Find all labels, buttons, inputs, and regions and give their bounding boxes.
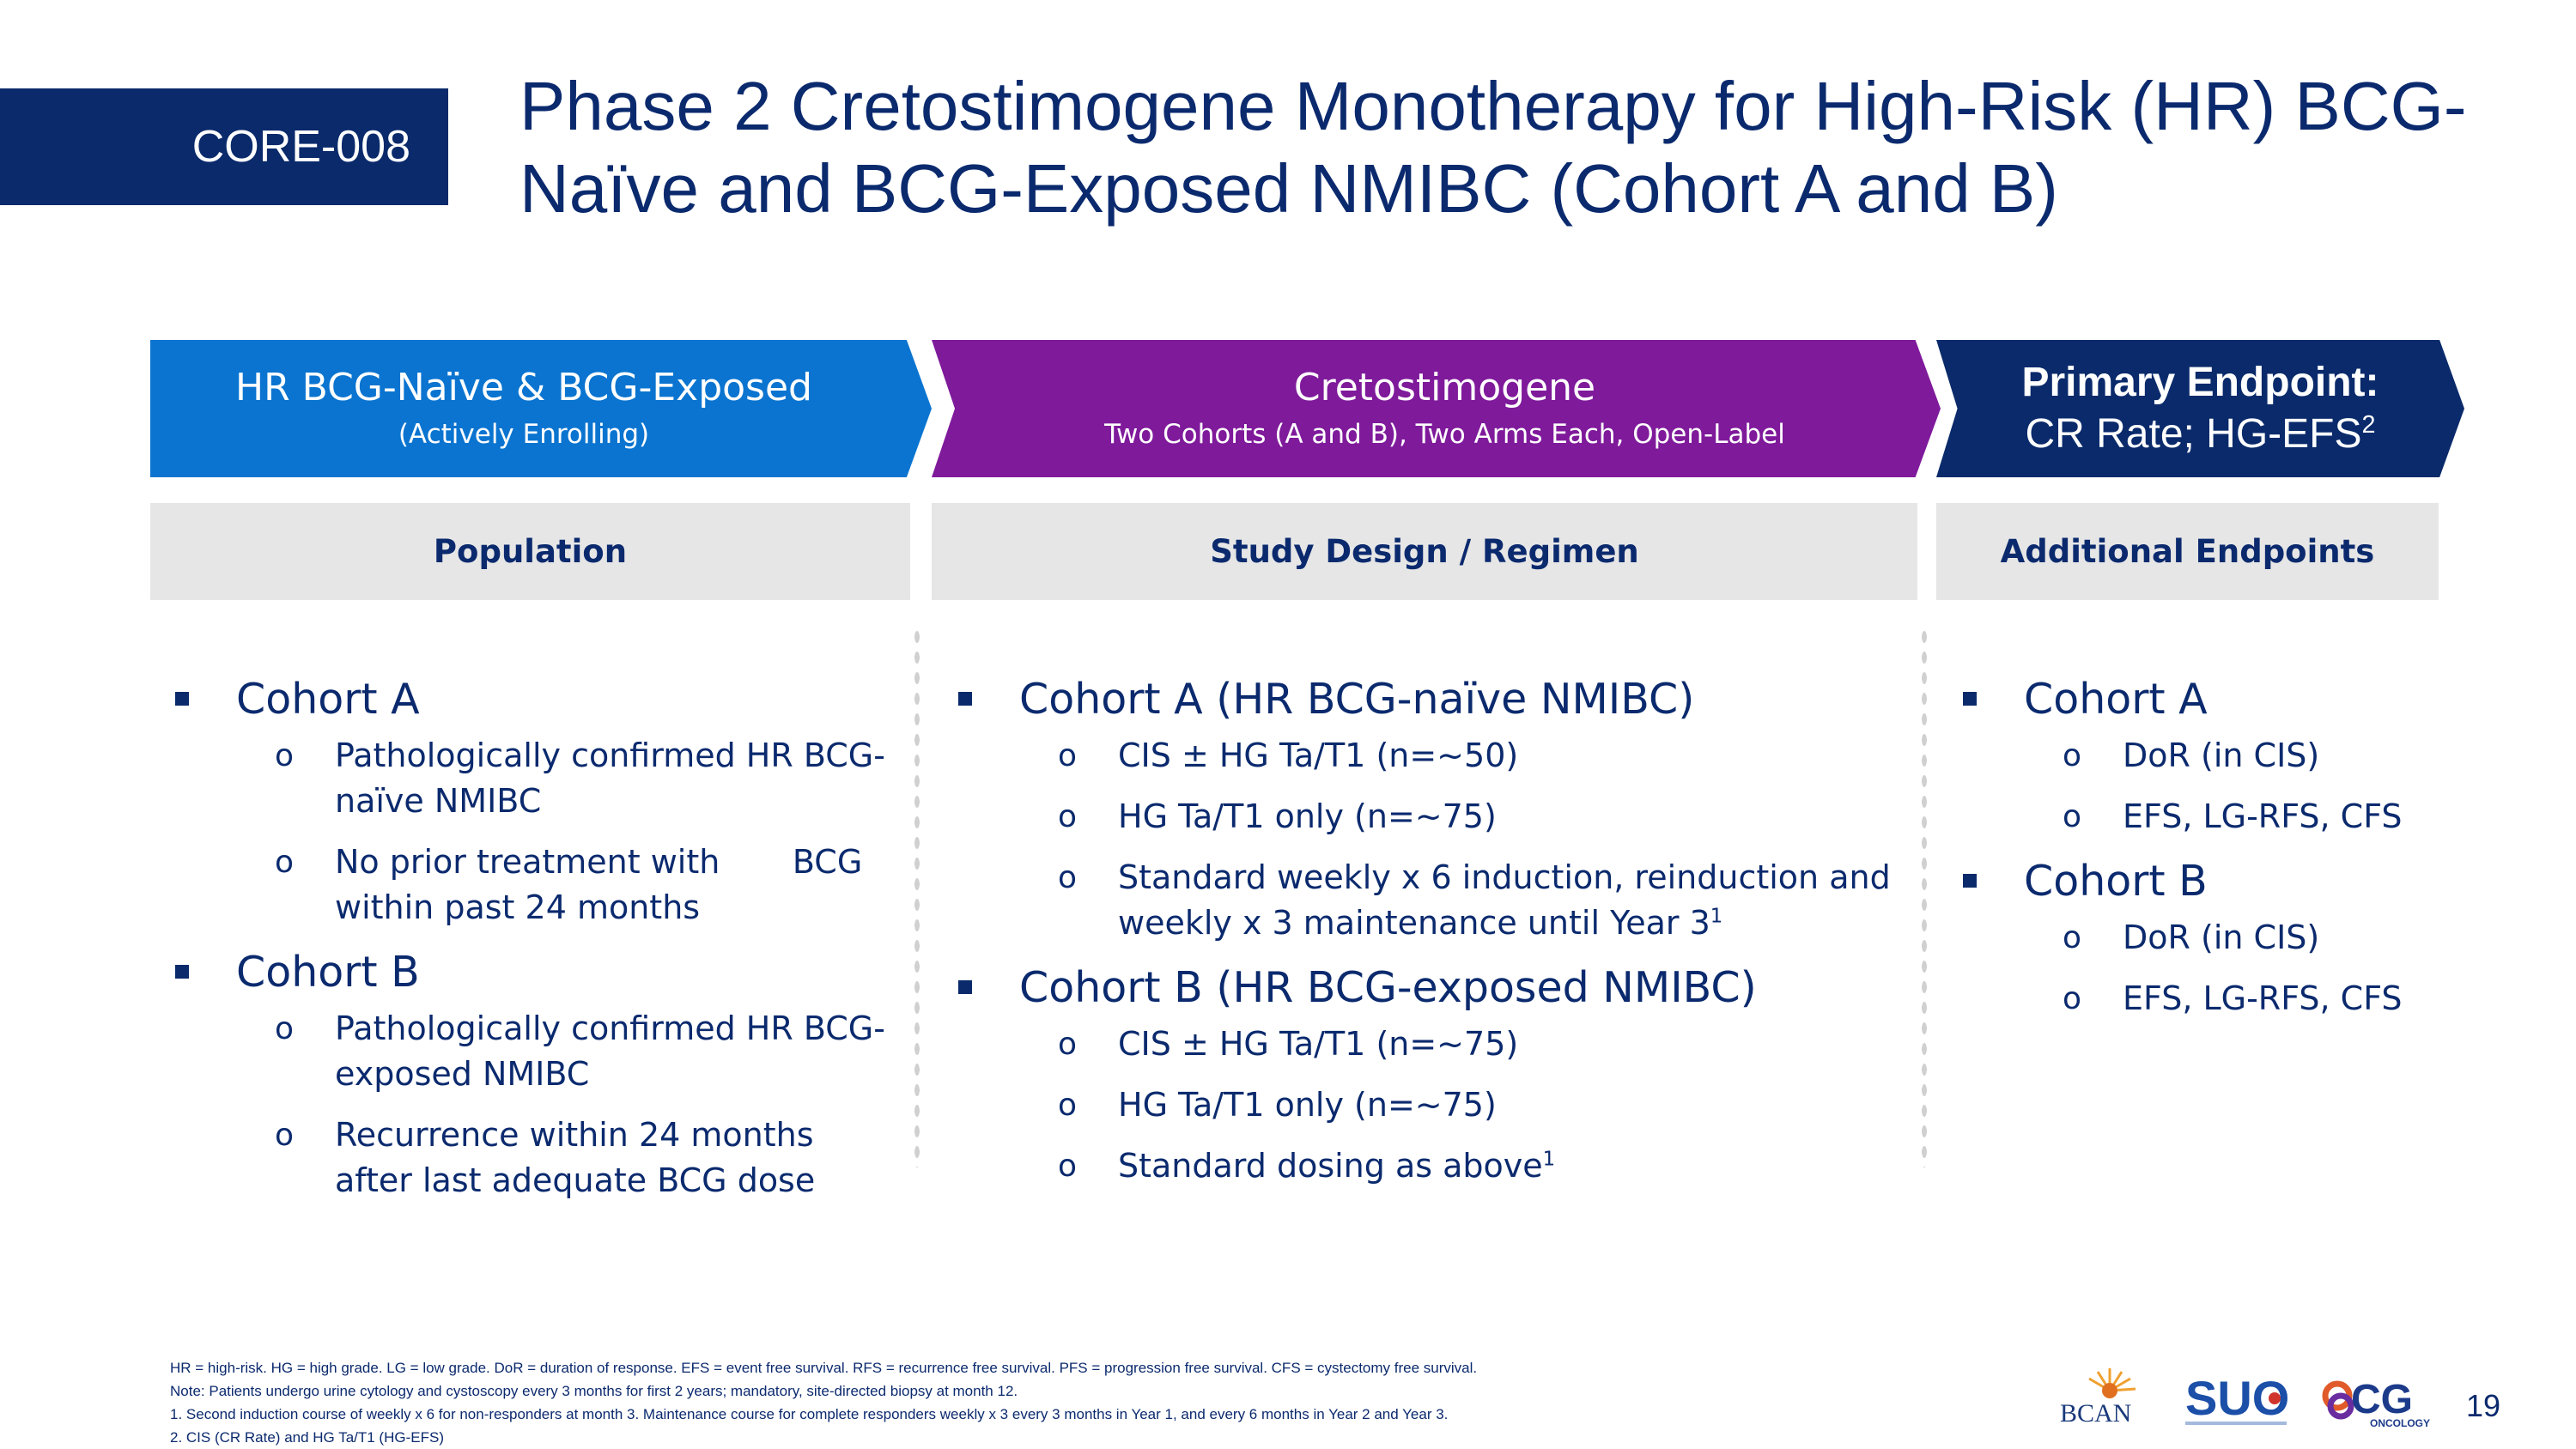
list-item: Cohort A (155, 673, 893, 726)
list-subitem: DoR (in CIS) (1942, 733, 2475, 779)
section-design-label: Study Design / Regimen (1210, 533, 1639, 570)
list-subitem: EFS, LG-RFS, CFS (1942, 976, 2475, 1022)
treatment-chevron: Cretostimogene Two Cohorts (A and B), Tw… (932, 340, 1941, 477)
section-endpoints: Additional Endpoints (1936, 503, 2439, 600)
list-item: Cohort B (155, 946, 893, 999)
column-divider (913, 627, 921, 1167)
bcan-logo: BCAN (2057, 1365, 2155, 1434)
list-item: Cohort B (1942, 855, 2475, 908)
footnote-line: 1. Second induction course of weekly x 6… (170, 1406, 1449, 1422)
study-tag: CORE-008 (0, 88, 448, 205)
endpoint-footnote-ref: 2 (2361, 411, 2376, 439)
list-subitem: Recurrence within 24 months after last a… (155, 1113, 893, 1203)
section-population-label: Population (433, 533, 628, 570)
title-line-1: Phase 2 Cretostimogene Monotherapy for H… (519, 68, 2467, 144)
list-subitem: Standard weekly x 6 induction, reinducti… (938, 855, 1917, 946)
list-subitem: EFS, LG-RFS, CFS (1942, 794, 2475, 840)
population-list: Cohort A Pathologically confirmed HR BCG… (155, 661, 893, 1219)
list-subitem: Standard dosing as above1 (938, 1143, 1917, 1189)
list-subitem: CIS ± HG Ta/T1 (n=~50) (938, 733, 1917, 779)
endpoint-chevron-sub-text: CR Rate; HG-EFS (2025, 411, 2362, 457)
footnotes: HR = high-risk. HG = high grade. LG = lo… (170, 1356, 1973, 1449)
footnote-ref: 1 (1710, 905, 1723, 928)
footnote-line: HR = high-risk. HG = high grade. LG = lo… (170, 1360, 1478, 1376)
list-subitem: CIS ± HG Ta/T1 (n=~75) (938, 1022, 1917, 1067)
list-item: Cohort A (HR BCG-naïve NMIBC) (938, 673, 1917, 726)
endpoint-chevron-sub: CR Rate; HG-EFS2 (2025, 409, 2375, 460)
endpoint-chevron-title: Primary Endpoint: (2021, 360, 2379, 405)
page-number: 19 (2466, 1388, 2501, 1423)
list-subitem-text: Standard dosing as above (1118, 1147, 1543, 1185)
endpoints-list: Cohort A DoR (in CIS) EFS, LG-RFS, CFS C… (1942, 661, 2475, 1037)
list-item: Cohort B (HR BCG-exposed NMIBC) (938, 961, 1917, 1015)
cg-logo-subtext: ONCOLOGY (2370, 1417, 2430, 1429)
list-subitem: HG Ta/T1 only (n=~75) (938, 794, 1917, 840)
list-subitem: Pathologically confirmed HR BCG-exposed … (155, 1006, 893, 1097)
cg-logo-text: CG (2351, 1377, 2413, 1422)
footnote-line: 2. CIS (CR Rate) and HG Ta/T1 (HG-EFS) (170, 1429, 444, 1446)
footnote-ref: 1 (1542, 1148, 1556, 1171)
study-tag-label: CORE-008 (191, 122, 410, 172)
treatment-chevron-sub: Two Cohorts (A and B), Two Arms Each, Op… (1104, 419, 1785, 450)
list-subitem: HG Ta/T1 only (n=~75) (938, 1082, 1917, 1128)
section-design: Study Design / Regimen (932, 503, 1917, 600)
list-item: Cohort A (1942, 673, 2475, 726)
treatment-chevron-title: Cretostimogene (1293, 366, 1596, 409)
list-subitem-text: Standard weekly x 6 induction, reinducti… (1118, 858, 1891, 942)
population-chevron-title: HR BCG-Naïve & BCG-Exposed (235, 366, 812, 409)
endpoint-chevron: Primary Endpoint: CR Rate; HG-EFS2 (1936, 340, 2464, 477)
section-population: Population (150, 503, 910, 600)
section-endpoints-label: Additional Endpoints (2000, 533, 2375, 570)
suo-logo: SUO (2185, 1370, 2293, 1432)
page-title: Phase 2 Cretostimogene Monotherapy for H… (519, 65, 2563, 230)
population-chevron: HR BCG-Naïve & BCG-Exposed (Actively Enr… (150, 340, 932, 477)
list-subitem: No prior treatment with BCG within past … (155, 840, 893, 931)
column-divider (1920, 627, 1929, 1167)
population-chevron-sub: (Actively Enrolling) (398, 419, 650, 450)
design-list: Cohort A (HR BCG-naïve NMIBC) CIS ± HG T… (938, 661, 1917, 1204)
list-subitem: Pathologically confirmed HR BCG-naïve NM… (155, 733, 893, 824)
footnote-line: Note: Patients undergo urine cytology an… (170, 1383, 1018, 1399)
cg-oncology-logo: CG ONCOLOGY (2318, 1370, 2439, 1432)
list-subitem: DoR (in CIS) (1942, 915, 2475, 961)
bcan-logo-text: BCAN (2060, 1399, 2131, 1428)
title-line-2: Naïve and BCG-Exposed NMIBC (Cohort A an… (519, 150, 2058, 227)
